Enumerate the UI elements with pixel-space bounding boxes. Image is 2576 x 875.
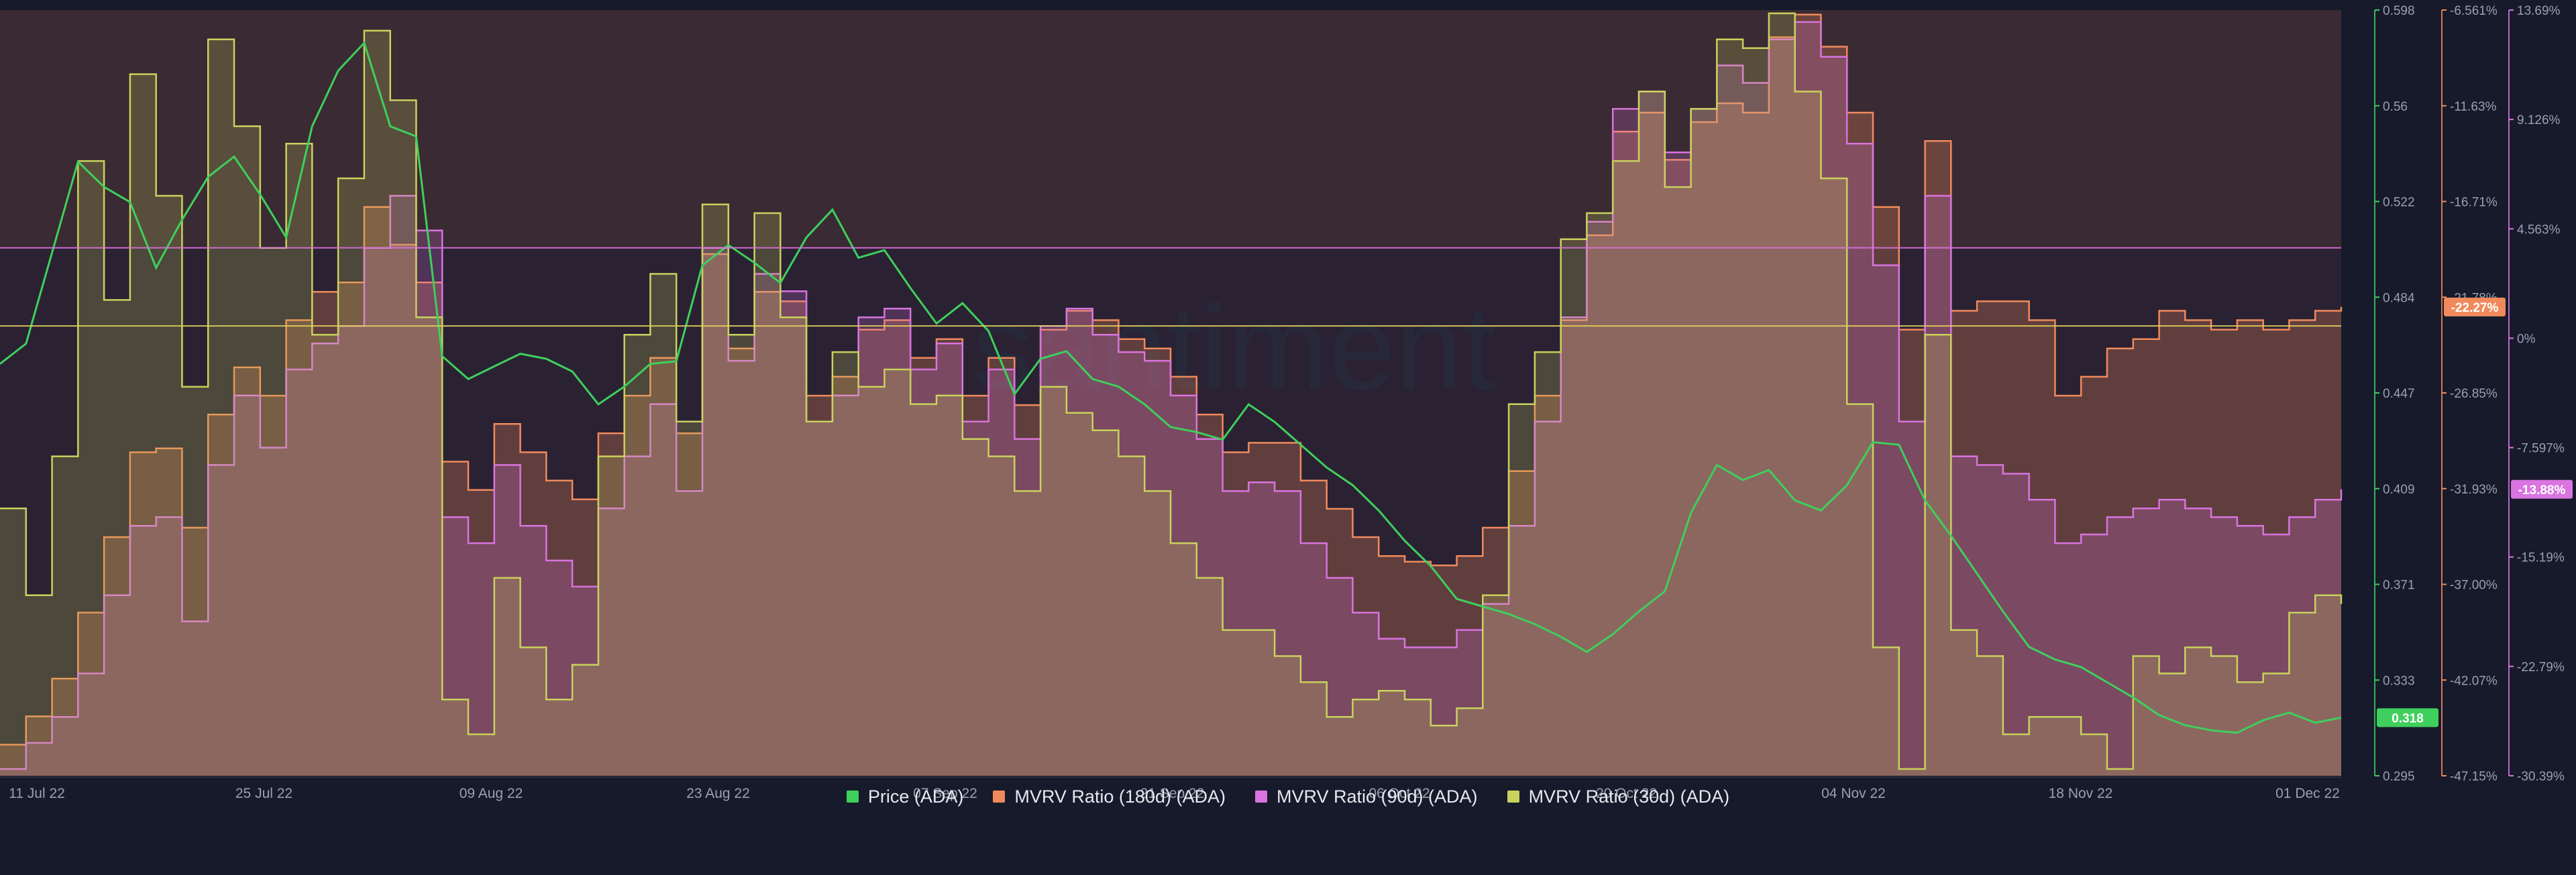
price-value-label: 0.318 — [2392, 711, 2424, 725]
mvrv_short-tick-label: -7.597% — [2517, 442, 2565, 456]
legend-swatch — [993, 791, 1006, 803]
legend-swatch — [1507, 791, 1519, 803]
mvrv_short-tick-label: -30.39% — [2517, 770, 2565, 784]
mvrv180-value-badge — [2444, 297, 2506, 316]
mvrv180-tick-label: -16.71% — [2450, 196, 2498, 210]
legend-label: MVRV Ratio (180d) (ADA) — [1014, 786, 1226, 807]
mvrv180-tick-label: -26.85% — [2450, 387, 2498, 401]
mvrv180-tick-label: -11.63% — [2450, 100, 2496, 114]
legend-label: MVRV Ratio (90d) (ADA) — [1276, 786, 1478, 807]
price-tick-label: 0.333 — [2383, 674, 2415, 688]
x-tick-label: 18 Nov 22 — [2049, 786, 2113, 801]
mvrv_short-tick-label: 13.69% — [2517, 4, 2561, 18]
price-ada-line — [0, 41, 2342, 734]
mvrv_short-tick-label: -15.19% — [2517, 551, 2565, 565]
mvrv180-tick-label: -31.93% — [2450, 483, 2498, 497]
x-tick-label: 07 Sep 22 — [913, 786, 977, 801]
mvrv_short-tick-label: 0% — [2517, 332, 2536, 346]
x-tick-label: 23 Aug 22 — [686, 786, 750, 801]
legend-item[interactable]: Price (ADA) — [846, 786, 964, 807]
mvrv180-tick-label: -47.15% — [2450, 770, 2498, 784]
legend-item[interactable]: MVRV Ratio (90d) (ADA) — [1254, 786, 1478, 807]
x-tick-label: 11 Jul 22 — [9, 786, 65, 801]
mvrv180-tick-label: -42.07% — [2450, 674, 2498, 688]
reference-lines — [0, 247, 2341, 327]
price-tick-label: 0.522 — [2383, 196, 2415, 210]
series-layer — [0, 12, 2343, 776]
legend-label: MVRV Ratio (30d) (ADA) — [1528, 786, 1730, 807]
x-tick-label: 04 Nov 22 — [1821, 786, 1886, 801]
price-tick-label: 0.598 — [2383, 4, 2415, 18]
price-tick-label: 0.295 — [2383, 770, 2415, 784]
mvrv_short-value-badge — [2511, 479, 2573, 499]
mvrv_short-tick-label: 4.563% — [2517, 223, 2561, 237]
x-tick-label: 01 Dec 22 — [2275, 786, 2340, 801]
watermark-text: santiment — [973, 280, 1496, 415]
mvrv180-value-label: -22.27% — [2451, 301, 2499, 315]
mvrv180-tick-label: -6.561% — [2450, 4, 2498, 18]
legend-label: Price (ADA) — [867, 786, 964, 807]
legend-swatch — [846, 791, 859, 803]
mvrv-ratio-90d-ada-line — [0, 21, 2343, 770]
price-tick-label: 0.56 — [2383, 100, 2408, 114]
mvrv_short-value-label: -13.88% — [2518, 483, 2566, 498]
mvrv_short-tick-label: -22.79% — [2517, 660, 2565, 675]
x-tick-label: 09 Aug 22 — [460, 786, 523, 801]
mvrv180-tick-label: -37.00% — [2450, 579, 2498, 593]
x-tick-label: 21 Sep 22 — [1140, 786, 1205, 801]
mvrv-ratio-30d-ada-area — [0, 13, 2341, 776]
axes-layer: 11 Jul 22 25 Jul 22 09 Aug 22 23 Aug 22 07 S… — [0, 4, 2573, 801]
price-value-badge — [2377, 708, 2438, 727]
price-tick-label: 0.484 — [2383, 291, 2415, 305]
price-tick-label: 0.409 — [2383, 483, 2415, 497]
legend-swatch — [1254, 791, 1267, 803]
mvrv-ratio-30d-ada-line — [0, 12, 2343, 770]
legend-item[interactable]: MVRV Ratio (30d) (ADA) — [1507, 786, 1730, 807]
price-tick-label: 0.371 — [2383, 579, 2415, 593]
legend-item[interactable]: MVRV Ratio (180d) (ADA) — [993, 786, 1226, 807]
x-tick-label: 20 Oct 22 — [1596, 786, 1657, 801]
price-tick-label: 0.447 — [2383, 387, 2415, 401]
chart-legend: Price (ADA) MVRV Ratio (180d) (ADA) MVRV R… — [0, 776, 2576, 817]
x-tick-label: 06 Oct 22 — [1368, 786, 1430, 801]
x-tick-label: 25 Jul 22 — [235, 786, 292, 801]
mvrv_short-tick-label: 9.126% — [2517, 113, 2561, 127]
